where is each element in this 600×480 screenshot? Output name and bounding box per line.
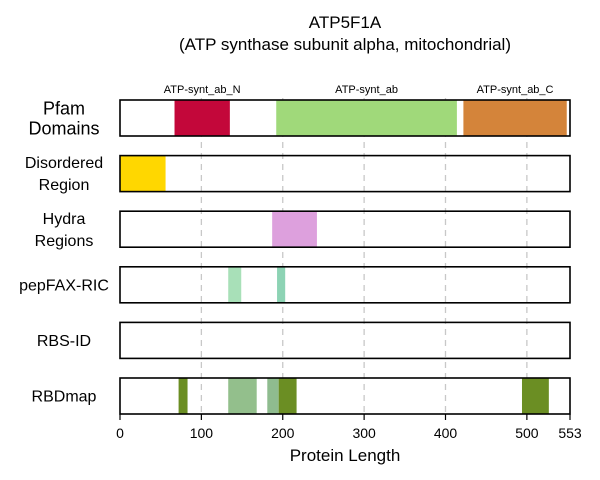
track-label: pepFAX-RIC [19,277,109,294]
track-segment [178,378,188,414]
track-2: Hydra Regions [35,210,571,250]
track-border [119,265,571,304]
track-segment [521,378,549,414]
domain-label: ATP-synt_ab_C [477,84,554,96]
track-segment [278,378,297,414]
track-segment [228,266,242,303]
track-segment [277,266,286,303]
domain-label: ATP-synt_ab_N [164,84,241,96]
x-tick-label: 400 [434,425,458,441]
track-segment [228,378,257,414]
track-segment [276,100,457,136]
gridlines [200,98,528,414]
track-segment [267,378,279,414]
x-tick-label: 0 [116,425,124,441]
chart-subtitle: (ATP synthase subunit alpha, mitochondri… [179,35,511,54]
track-4: RBS-ID [37,321,571,360]
x-axis-label: Protein Length [290,446,401,465]
chart-title: ATP5F1A [309,13,382,32]
track-label: RBDmap [32,389,97,406]
track-border [119,154,571,193]
track-label: Regions [35,233,94,250]
track-label: Domains [28,118,99,138]
track-1: Disordered Region [25,154,571,194]
track-label: Region [39,177,90,194]
x-tick-label: 553 [558,425,582,441]
track-3: pepFAX-RIC [19,265,571,304]
x-tick-label: 500 [515,425,539,441]
track-label: Pfam [43,98,85,118]
track-border [119,321,571,360]
track-segment [120,155,166,192]
x-tick-label: 100 [190,425,214,441]
track-label: Hydra [43,211,86,228]
domain-label: ATP-synt_ab [335,84,398,96]
track-border [119,377,571,415]
x-tick-label: 200 [271,425,295,441]
track-label: RBS-ID [37,333,91,350]
track-segment [463,100,567,136]
x-axis: 0 100 200 300 400 500 553 [116,414,582,441]
track-5: RBDmap [32,377,571,415]
track-segment [272,211,317,248]
x-tick-label: 300 [352,425,376,441]
track-label: Disordered [25,155,103,172]
track-border [119,210,571,248]
track-segment [174,100,230,136]
track-border [119,99,571,137]
